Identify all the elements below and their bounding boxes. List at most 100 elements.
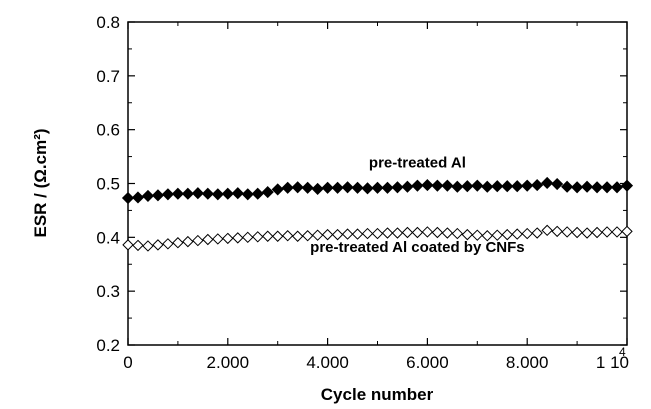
open-diamond-point [341, 228, 354, 240]
open-diamond-point [291, 230, 304, 242]
filled-diamond-point [351, 181, 364, 194]
filled-diamond-point [571, 181, 584, 194]
open-diamond-point [491, 229, 503, 241]
x-tick-labels: 0 2.000 4.000 6.000 8.000 1 10 [123, 353, 629, 372]
y-tick-labels: 0.2 0.3 0.4 0.5 0.6 0.7 0.8 [96, 13, 120, 355]
filled-diamond-point [590, 181, 604, 194]
filled-diamond-point [281, 181, 294, 194]
filled-diamond-point [600, 181, 614, 194]
open-diamond-point [451, 227, 464, 240]
open-diamond-point [421, 226, 434, 238]
filled-diamond-point [451, 180, 464, 193]
filled-diamond-point [461, 180, 474, 193]
open-diamond-point [561, 226, 573, 238]
filled-diamond-point [291, 181, 304, 194]
open-diamond-point [541, 224, 553, 237]
open-diamond-point [611, 226, 623, 238]
filled-diamond-point [271, 183, 284, 196]
filled-diamond-point [521, 179, 534, 192]
filled-diamond-point [491, 180, 504, 193]
open-diamond-point [551, 225, 563, 238]
open-diamond-point [182, 235, 194, 248]
series-layer [121, 176, 634, 252]
annotation-coated-cnfs: pre-treated Al coated by CNFs [310, 239, 525, 256]
open-diamond-point [122, 239, 134, 251]
filled-diamond-point [341, 181, 354, 194]
filled-diamond-point [421, 179, 434, 192]
open-diamond-point [301, 230, 314, 242]
filled-diamond-point [141, 189, 155, 202]
filled-diamond-point [191, 187, 204, 200]
open-diamond-point [501, 228, 513, 241]
filled-diamond-point [361, 182, 374, 195]
open-diamond-point [252, 231, 264, 243]
open-diamond-point [331, 228, 344, 241]
filled-diamond-point [501, 180, 514, 193]
open-diamond-point [621, 225, 633, 238]
open-diamond-point [471, 229, 484, 241]
open-diamond-point [152, 239, 164, 251]
open-diamond-point [311, 229, 324, 241]
x-tick-label: 2.000 [207, 353, 250, 372]
open-diamond-point [222, 232, 234, 245]
open-diamond-point [242, 231, 254, 244]
y-tick-label: 0.8 [96, 13, 120, 32]
open-diamond-point [521, 227, 533, 240]
filled-diamond-point [261, 186, 274, 199]
open-diamond-point [232, 232, 244, 244]
filled-diamond-point [561, 180, 574, 193]
open-diamond-point [401, 226, 414, 239]
open-diamond-point [431, 226, 444, 239]
open-diamond-point [511, 228, 523, 240]
filled-diamond-point [161, 188, 174, 201]
filled-diamond-point [241, 188, 254, 201]
filled-diamond-point [531, 179, 544, 192]
x-tick-label: 4.000 [306, 353, 349, 372]
filled-diamond-point [231, 187, 244, 200]
filled-diamond-point [411, 179, 424, 192]
open-diamond-point [351, 228, 364, 240]
open-diamond-point [591, 226, 603, 239]
filled-diamond-point [171, 187, 184, 200]
filled-diamond-point [301, 181, 314, 194]
filled-diamond-point [610, 181, 624, 194]
open-diamond-point [381, 227, 394, 239]
open-diamond-point [371, 227, 384, 240]
open-diamond-point [391, 227, 404, 239]
open-diamond-point [441, 227, 454, 239]
filled-diamond-point [391, 181, 404, 194]
filled-diamond-point [201, 187, 214, 200]
x-tick-label: 0 [123, 353, 132, 372]
filled-diamond-point [371, 181, 384, 194]
open-diamond-point [481, 230, 493, 242]
y-tick-label: 0.2 [96, 336, 120, 355]
filled-diamond-point [381, 181, 394, 194]
x-tick-label: 1 10 [596, 353, 629, 372]
x-axis-title: Cycle number [321, 385, 434, 404]
filled-diamond-point [431, 179, 444, 192]
open-diamond-point [361, 227, 374, 240]
filled-diamond-point [131, 191, 145, 204]
open-diamond-point [581, 227, 593, 239]
filled-diamond-point [511, 180, 524, 193]
series-1 [122, 224, 633, 252]
axis-ticks [127, 21, 628, 346]
y-tick-label: 0.3 [96, 282, 120, 301]
x-tick-exponent: 4 [619, 345, 626, 359]
open-diamond-point [172, 237, 184, 249]
filled-diamond-point [441, 179, 454, 192]
open-diamond-point [571, 226, 583, 239]
open-diamond-point [212, 233, 224, 245]
open-diamond-point [281, 230, 294, 242]
filled-diamond-point [251, 187, 264, 200]
filled-diamond-point [321, 181, 334, 194]
open-diamond-point [132, 239, 144, 252]
y-tick-label: 0.4 [96, 228, 120, 247]
annotation-pre-treated-al: pre-treated Al [369, 154, 466, 171]
filled-diamond-point [151, 189, 165, 202]
open-diamond-point [192, 234, 204, 247]
open-diamond-point [271, 230, 284, 242]
filled-diamond-point [551, 177, 564, 191]
filled-diamond-point [121, 191, 135, 205]
